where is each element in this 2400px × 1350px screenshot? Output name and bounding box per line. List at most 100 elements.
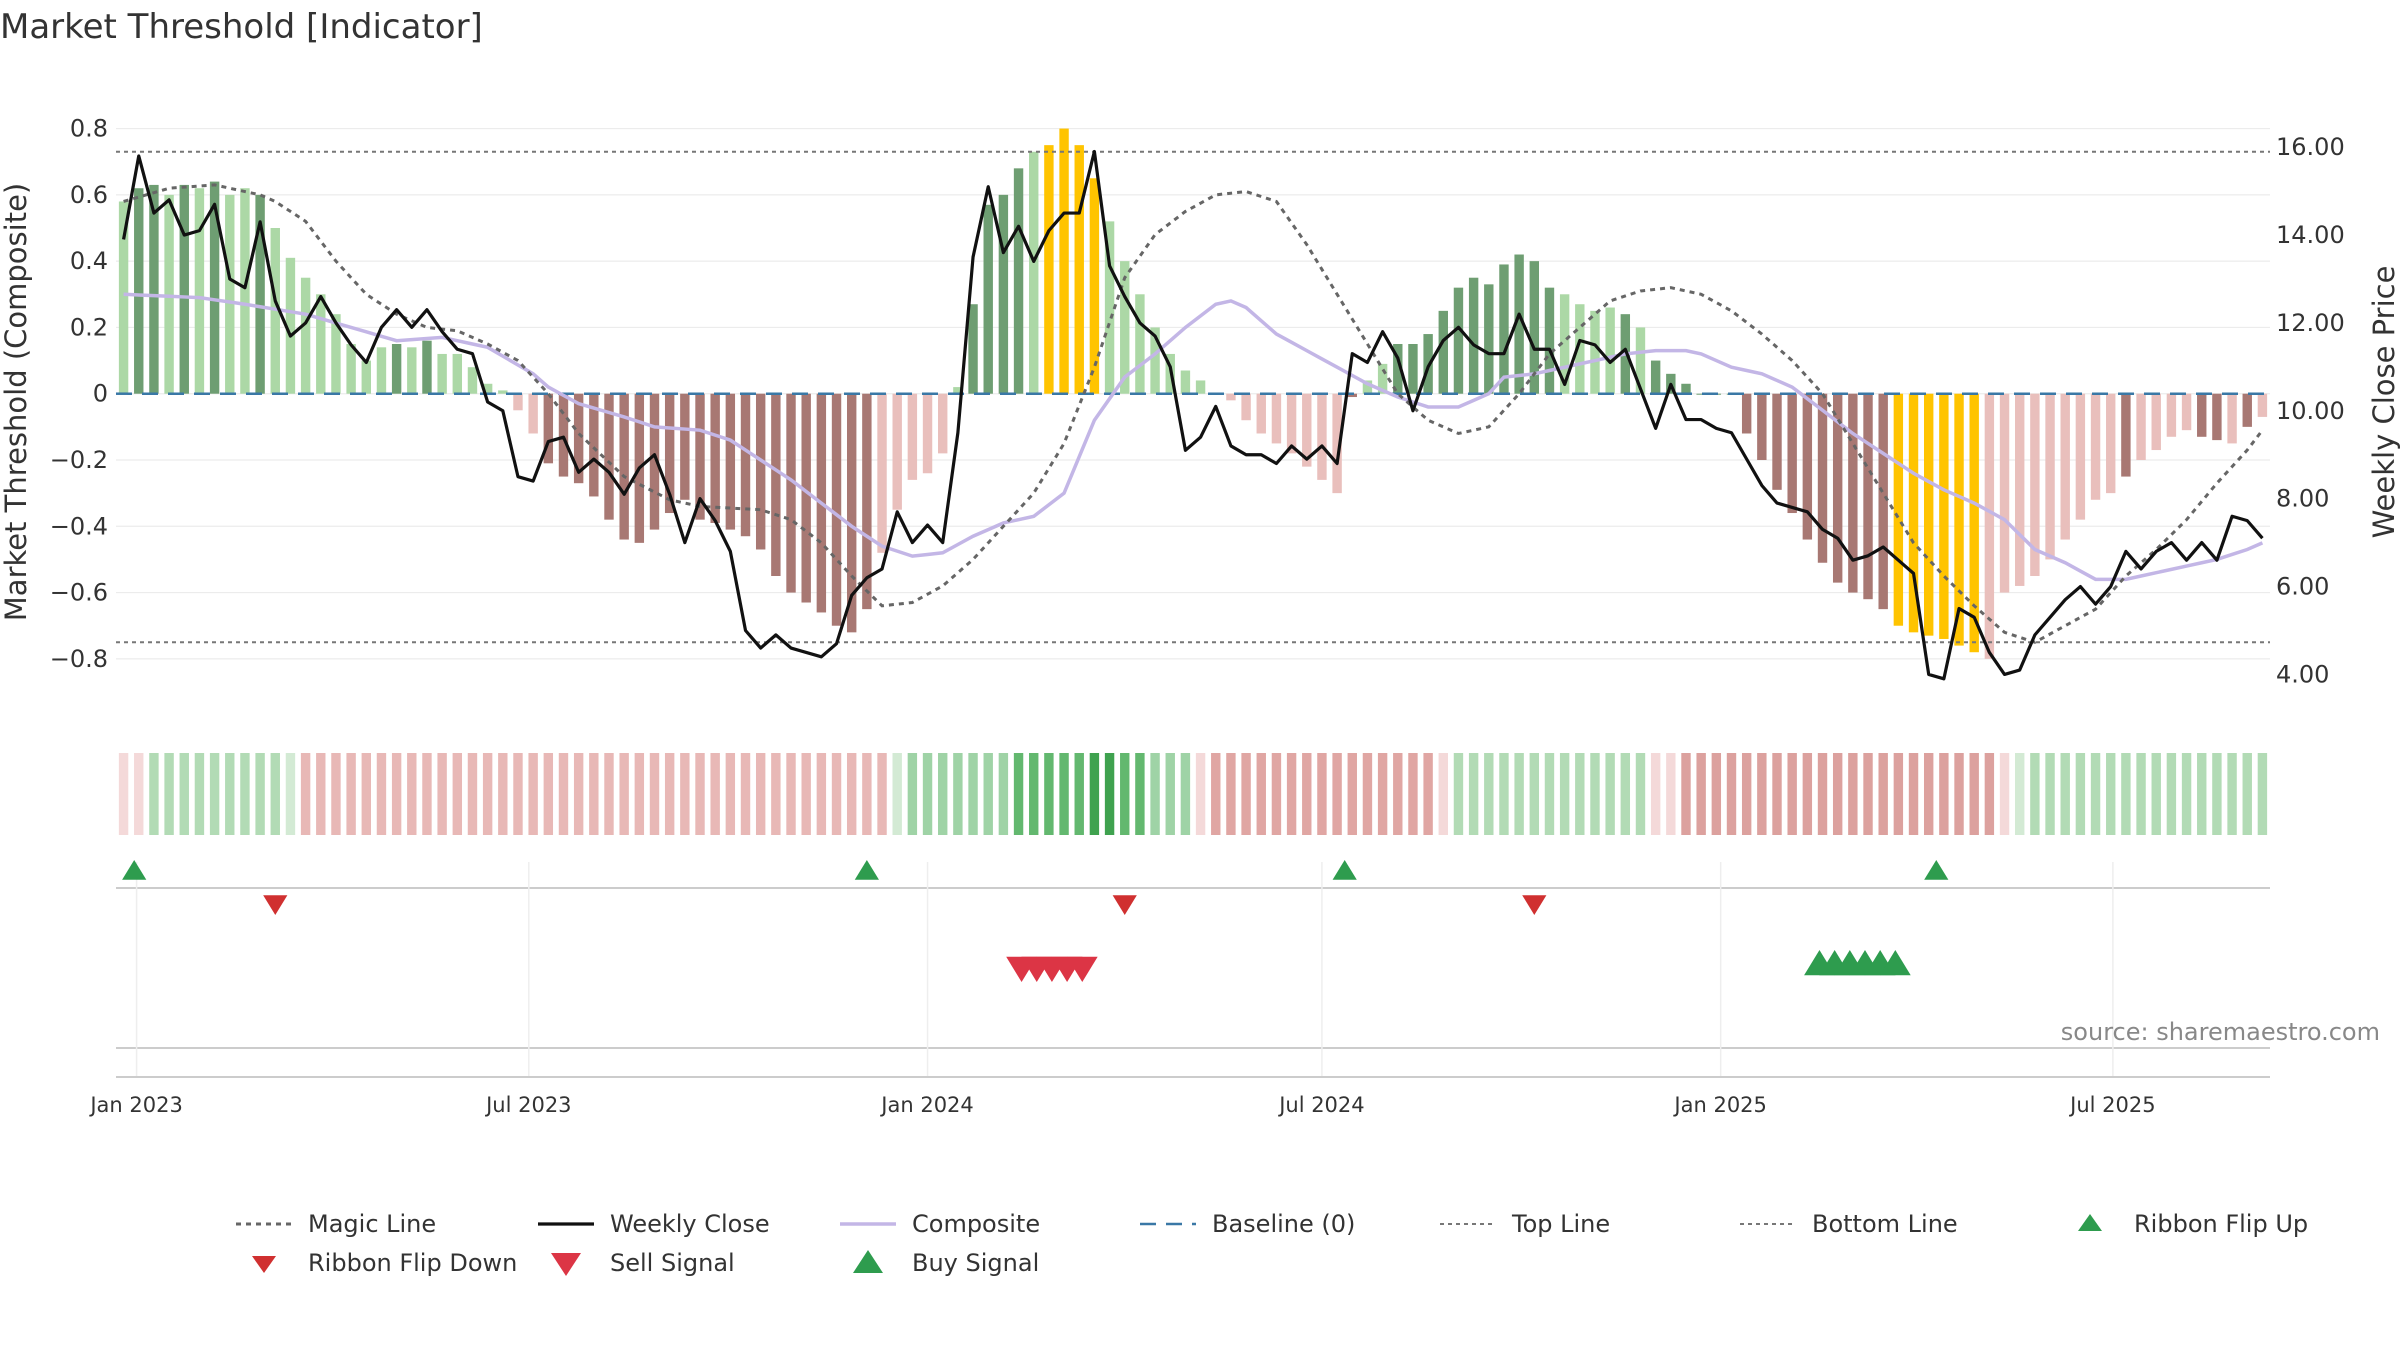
composite-bar	[1984, 393, 1995, 659]
y-left-tick-label: 0.4	[70, 247, 108, 275]
composite-bar	[498, 390, 508, 394]
ribbon-cell	[1211, 753, 1221, 835]
composite-bar	[695, 393, 705, 520]
ribbon-cell	[1195, 753, 1206, 835]
composite-bar	[134, 188, 144, 394]
composite-bar	[1135, 294, 1145, 394]
composite-bar	[2212, 393, 2222, 441]
ribbon-cell	[1772, 753, 1782, 835]
ribbon-cell	[1832, 753, 1843, 835]
ribbon-cell	[664, 753, 675, 835]
ribbon-cell	[2242, 753, 2252, 835]
composite-bar	[482, 383, 493, 394]
ribbon-cell	[634, 753, 645, 835]
composite-bar	[1939, 393, 1949, 639]
composite-bar	[710, 393, 720, 523]
composite-bar	[1468, 277, 1479, 394]
magic-line	[123, 183, 2264, 644]
ribbon-cell	[1104, 753, 1115, 835]
composite-bar	[1605, 307, 1615, 394]
legend: Magic Line Weekly Close Composite Baseline …	[236, 1210, 2308, 1277]
composite-bar	[831, 393, 842, 626]
composite-bar	[300, 277, 311, 394]
composite-bar	[285, 257, 296, 394]
x-tick-label: Jan 2025	[1672, 1093, 1767, 1117]
ribbon-cell	[1271, 753, 1282, 835]
ribbon-cell	[983, 753, 993, 835]
ribbon-cell	[528, 753, 538, 835]
composite-bar	[1286, 393, 1297, 454]
ribbon-cell	[209, 753, 220, 835]
weekly-close-line	[122, 149, 2264, 681]
legend-label: Buy Signal	[912, 1249, 1039, 1277]
ribbon-cell	[862, 753, 872, 835]
y-left-tick-label: −0.4	[50, 512, 108, 540]
chart-title: Market Threshold [Indicator]	[0, 7, 483, 47]
ribbon-cell	[361, 753, 371, 835]
ribbon-cell	[1984, 753, 1995, 835]
ribbon-cell	[407, 753, 417, 835]
ribbon-cell	[1089, 753, 1100, 835]
legend-label: Baseline (0)	[1212, 1210, 1355, 1238]
composite-bar	[1575, 304, 1585, 394]
legend-label: Composite	[912, 1210, 1040, 1238]
ribbon-cell	[1726, 753, 1737, 835]
ribbon-cell	[1120, 753, 1130, 835]
ribbon-cell	[149, 753, 159, 835]
composite-bar	[1089, 178, 1100, 394]
composite-bar	[983, 204, 993, 394]
composite-bar	[1635, 327, 1646, 394]
ribbon-cell	[1135, 753, 1145, 835]
composite-bar	[771, 393, 781, 576]
legend-label: Weekly Close	[610, 1210, 770, 1238]
ribbon-cell	[2090, 753, 2101, 835]
ribbon-cell	[118, 753, 129, 835]
composite-bar	[1059, 128, 1069, 394]
ribbon-cell	[543, 753, 554, 835]
composite-bar	[225, 194, 235, 394]
ribbon-cell	[619, 753, 629, 835]
y-left-tick-label: −0.6	[50, 579, 108, 607]
legend-label: Ribbon Flip Up	[2134, 1210, 2308, 1238]
ribbon-cell	[649, 753, 660, 835]
composite-bar	[2197, 393, 2207, 437]
composite-bar	[877, 393, 887, 553]
composite-bar	[922, 393, 933, 474]
composite-bar	[255, 194, 265, 394]
y-right-tick-label: 16.00	[2276, 133, 2345, 161]
ribbon-cell	[179, 753, 189, 835]
ribbon-cell	[953, 753, 963, 835]
composite-bar	[1544, 287, 1555, 394]
ribbon-cell	[1969, 753, 1979, 835]
legend-label: Top Line	[1511, 1210, 1610, 1238]
ribbon-cell	[1393, 753, 1403, 835]
composite-bar	[1954, 393, 1964, 646]
composite-bar	[118, 201, 129, 394]
ribbon-cell	[164, 753, 174, 835]
ribbon-cell	[1453, 753, 1464, 835]
x-tick-label: Jul 2024	[1277, 1093, 1364, 1117]
ribbon-cell	[2121, 753, 2131, 835]
ribbon-cell	[467, 753, 478, 835]
composite-bar	[1195, 380, 1206, 394]
composite-bar	[513, 393, 523, 411]
composite-bar	[649, 393, 660, 530]
composite-bar	[452, 353, 463, 394]
composite-bar	[1802, 393, 1813, 540]
composite-bar	[1969, 393, 1979, 653]
ribbon-cell	[740, 753, 751, 835]
composite-bar	[209, 181, 220, 394]
ribbon-cell	[1741, 753, 1752, 835]
composite-bar	[1590, 310, 1600, 394]
ribbon-cell	[695, 753, 705, 835]
ribbon-cell	[1575, 753, 1585, 835]
ribbon-cell	[831, 753, 842, 835]
ribbon-cell	[604, 753, 614, 835]
composite-bar	[2166, 393, 2177, 437]
ribbon-cell	[1544, 753, 1555, 835]
composite-bar	[1044, 145, 1054, 394]
ribbon-flip-up-marker	[122, 860, 147, 880]
composite-bar	[1484, 284, 1494, 394]
composite-bar	[1863, 393, 1873, 600]
ribbon-flip-up-marker	[1332, 860, 1357, 880]
